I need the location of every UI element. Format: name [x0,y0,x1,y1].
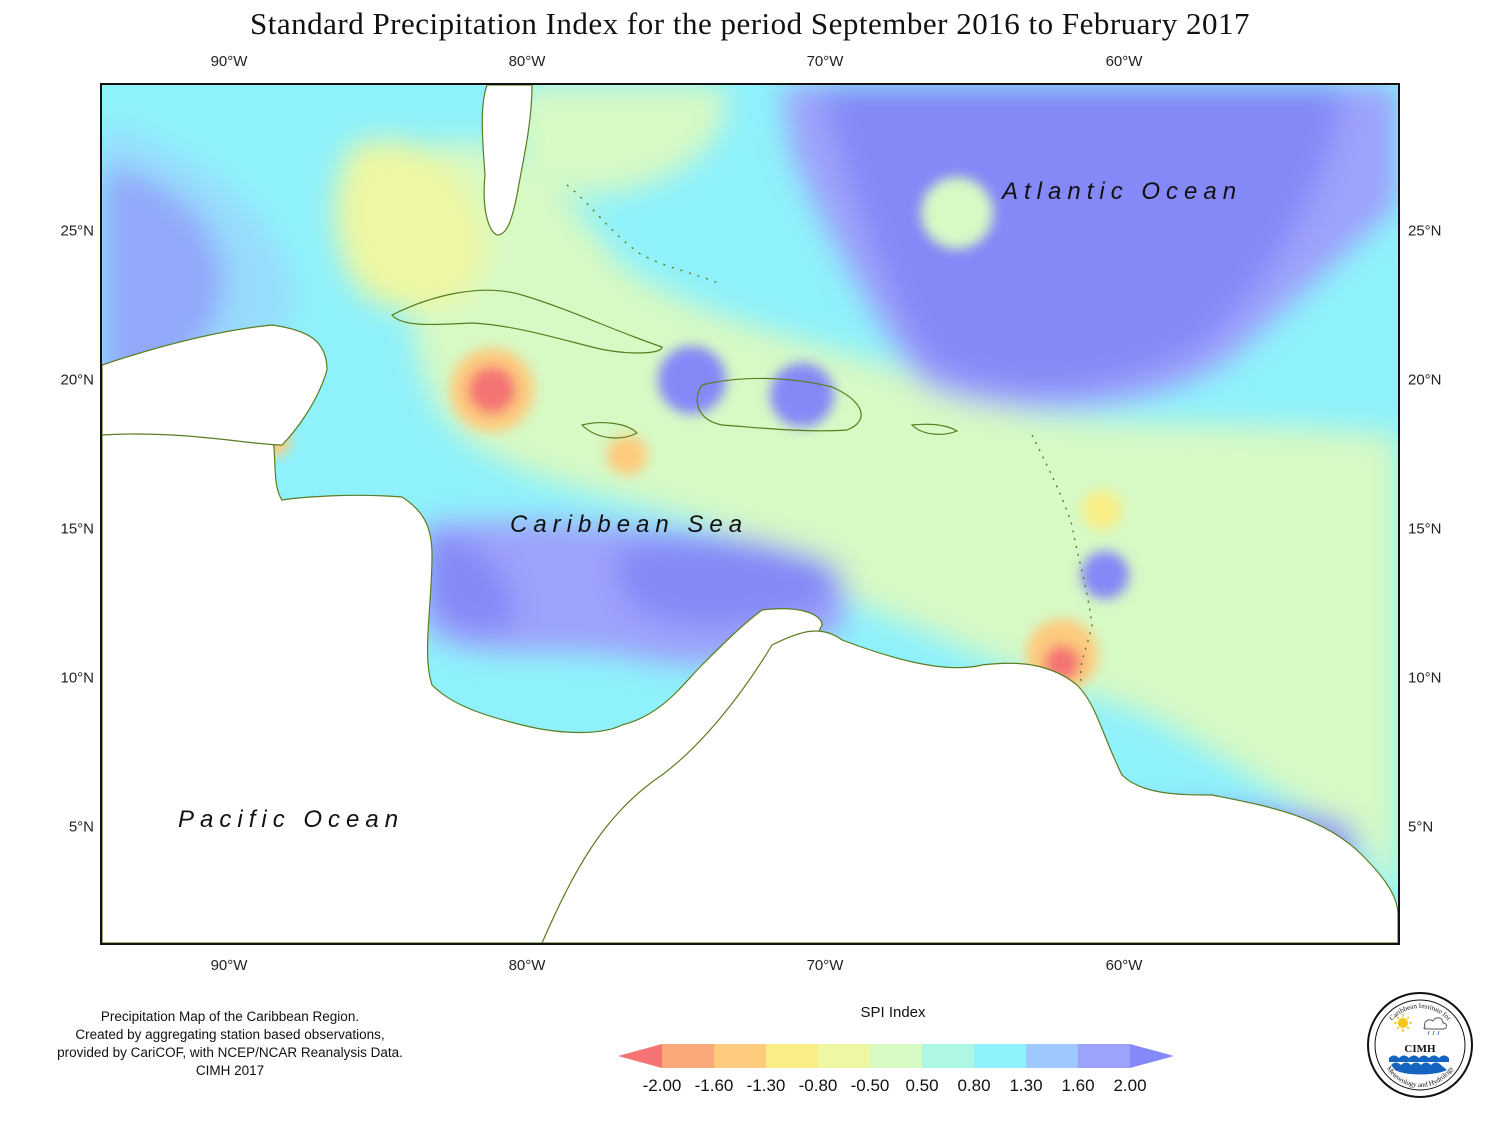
legend-label: 0.50 [905,1076,939,1095]
lon-tick-top-60w: 60°W [1105,53,1143,70]
legend-label: -2.00 [642,1076,682,1095]
lat-tick-left-20n: 20°N [60,371,94,389]
map-caption: Precipitation Map of the Caribbean Regio… [20,1008,440,1080]
label-caribbean-sea: Caribbean Sea [510,511,749,538]
legend-label: -1.30 [746,1076,786,1095]
lat-tick-left-10n: 10°N [60,669,94,687]
legend-box [714,1044,766,1068]
map-title: Standard Precipitation Index for the per… [250,6,1250,41]
legend-label: -0.80 [798,1076,838,1095]
caption-line-4: CIMH 2017 [195,1063,265,1078]
lon-tick-top-70w: 70°W [806,53,844,70]
lon-tick-top-90w: 90°W [210,53,248,70]
legend-box [766,1044,818,1068]
land-florida [481,85,533,236]
lon-tick-top-80w: 80°W [508,53,546,70]
land-yucatan [102,324,328,446]
island-cuba [391,289,663,354]
legend-box [974,1044,1026,1068]
legend-label: -1.60 [694,1076,734,1095]
sun-icon [1394,1014,1412,1032]
spi-spot-windwards-wet [1081,551,1129,599]
legend-box [922,1044,974,1068]
spi-zone-caribbean-normal [410,141,1398,846]
spi-zone-atlantic-very-wet [822,85,1342,388]
spi-map-canvas [102,85,1398,943]
lat-tick-right-20n: 20°N [1408,371,1442,389]
legend-label: 1.30 [1009,1076,1043,1095]
lat-tick-right-5n: 5°N [1408,818,1434,836]
lat-tick-left-5n: 5°N [68,818,94,836]
island-chain-bahamas [566,184,723,286]
spi-zone-bahamas-normal [514,85,726,195]
spi-spot-jamaica-dry [607,435,647,475]
legend-box [1026,1044,1078,1068]
lon-tick-bottom-70w: 70°W [806,957,844,974]
caption-line-2: Created by aggregating station based obs… [75,1027,385,1042]
lat-tick-right-10n: 10°N [1408,669,1442,687]
caption-line-1: Precipitation Map of the Caribbean Regio… [100,1009,360,1024]
spi-spot-hispaniola-wet [770,363,834,427]
spi-zone-florida-normal [335,139,486,311]
legend-label: -0.50 [850,1076,890,1095]
spi-map: Atlantic Ocean Caribbean Sea Pacific Oce… [100,83,1400,945]
lat-tick-right-15n: 15°N [1408,520,1442,538]
legend-box [662,1044,714,1068]
spi-spot-leewards-dry [1082,490,1122,530]
spi-spot-atlantic-moist [921,177,993,249]
spi-spot-haiti-wet [658,346,726,414]
island-hispaniola [696,377,862,432]
label-atlantic-ocean: Atlantic Ocean [1002,178,1243,205]
island-puerto-rico [910,423,959,435]
spi-zone-south-caribbean-very-wet [616,541,842,625]
legend-title: SPI Index [860,1004,926,1021]
legend-box [818,1044,870,1068]
land-south-america [541,630,1398,943]
legend-box [1078,1044,1130,1068]
spi-zone-east-normal [1282,625,1398,905]
lon-tick-bottom-60w: 60°W [1105,957,1143,974]
spi-spot-cayman-very-dry [468,366,516,414]
lon-tick-bottom-90w: 90°W [210,957,248,974]
lat-tick-left-15n: 15°N [60,520,94,538]
waves-icon [1389,1055,1449,1075]
legend-box [870,1044,922,1068]
legend-cap-high [1130,1044,1174,1068]
legend-label: 1.60 [1061,1076,1095,1095]
spi-zone-honduras-wet [422,535,514,633]
lat-tick-left-25n: 25°N [60,222,94,240]
island-jamaica [580,422,638,439]
legend-label: 2.00 [1113,1076,1147,1095]
rain-cloud-icon [1423,1017,1447,1036]
caption-line-3: provided by CariCOF, with NCEP/NCAR Rean… [57,1045,403,1060]
legend-label: 0.80 [957,1076,991,1095]
spi-legend-bar [618,1044,1174,1068]
cimh-logo: Caribbean Institute for Meteorology and … [1367,992,1473,1098]
label-pacific-ocean: Pacific Ocean [178,806,405,833]
logo-acronym: CIMH [1404,1043,1436,1055]
legend-cap-low [618,1044,662,1068]
lon-tick-bottom-80w: 80°W [508,957,546,974]
lat-tick-right-25n: 25°N [1408,222,1442,240]
